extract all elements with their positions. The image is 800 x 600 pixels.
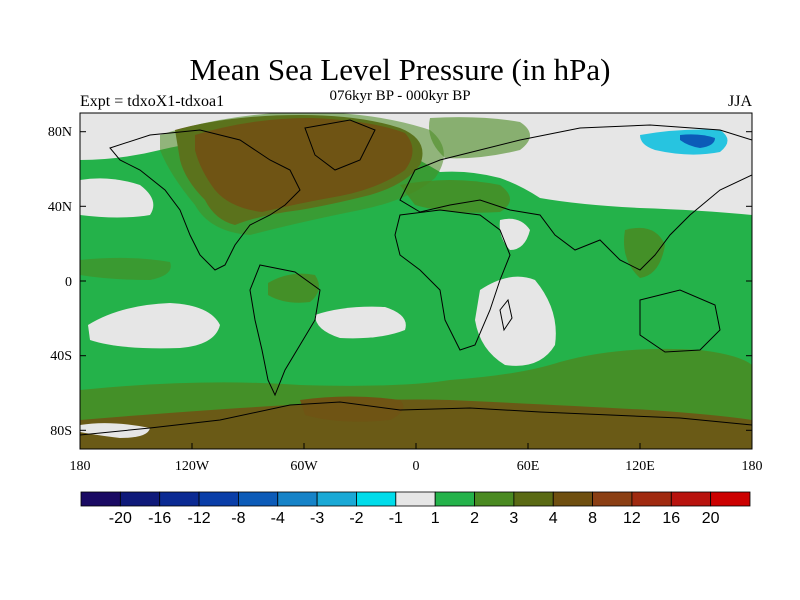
colorbar-swatch bbox=[80, 491, 121, 507]
coastline-antarctica bbox=[80, 401, 752, 436]
pressure-region-north-pacific-grey bbox=[80, 178, 154, 218]
map-title: Mean Sea Level Pressure (in hPa) bbox=[189, 52, 611, 87]
coastline-africa bbox=[394, 209, 511, 351]
colorbar-label: -12 bbox=[187, 510, 210, 527]
colorbar-label: -8 bbox=[231, 510, 245, 527]
latitude-axis: 80N 40N 0 40S 80S bbox=[48, 125, 752, 439]
pressure-region-south-africa-grey bbox=[475, 276, 556, 366]
coastline-eurasia bbox=[399, 124, 752, 271]
pressure-region-north-africa-olive bbox=[400, 180, 510, 213]
colorbar-swatch bbox=[119, 491, 161, 507]
colorbar-label: 8 bbox=[588, 510, 597, 527]
colorbar-label: 3 bbox=[509, 510, 518, 527]
colorbar-swatch bbox=[592, 491, 633, 507]
colorbar-swatch bbox=[238, 491, 279, 507]
colorbar-label: -16 bbox=[148, 510, 171, 527]
colorbar-swatch bbox=[277, 491, 318, 507]
colorbar-swatch bbox=[198, 491, 239, 507]
pressure-region-south-pacific-grey bbox=[88, 303, 220, 349]
colorbar-swatch bbox=[395, 491, 436, 507]
pressure-region-eurasia-olive bbox=[429, 117, 530, 159]
lon-label-0: 0 bbox=[413, 459, 420, 474]
coastline-madagascar bbox=[499, 298, 513, 332]
pressure-region-antarctic-grey bbox=[80, 423, 150, 438]
pressure-region-east-asia-olive bbox=[624, 227, 665, 278]
lat-label-80n: 80N bbox=[48, 125, 72, 140]
colorbar-label: -3 bbox=[310, 510, 324, 527]
coastline-north-america bbox=[109, 129, 301, 271]
pressure-region-tropical-atlantic-olive bbox=[268, 273, 319, 303]
pressure-region-siberia-blue bbox=[680, 134, 715, 148]
colorbar-swatch bbox=[710, 491, 751, 507]
lat-label-0: 0 bbox=[65, 275, 72, 290]
lat-label-40n: 40N bbox=[48, 200, 72, 215]
pressure-region-north-atlantic-brown-core bbox=[195, 118, 413, 212]
pressure-region-arabia-grey bbox=[499, 218, 530, 250]
colorbar: -20 -16 -12 -8 -4 -3 -2 -1 1 2 3 4 8 12 16 20 bbox=[80, 491, 751, 527]
coastline-south-america bbox=[249, 264, 321, 397]
coastline-greenland bbox=[304, 119, 376, 171]
colorbar-label: -4 bbox=[271, 510, 285, 527]
colorbar-swatch bbox=[474, 491, 515, 507]
lon-label-120e: 120E bbox=[625, 459, 655, 474]
lat-label-40s: 40S bbox=[50, 349, 72, 364]
coastline-australia bbox=[639, 289, 721, 353]
pressure-region-south-america-grey bbox=[315, 306, 406, 339]
colorbar-label: 12 bbox=[623, 510, 641, 527]
lon-label-180-right: 180 bbox=[742, 459, 763, 474]
colorbar-label: 20 bbox=[702, 510, 720, 527]
colorbar-swatch bbox=[316, 491, 357, 507]
colorbar-label: -1 bbox=[389, 510, 403, 527]
lat-label-80s: 80S bbox=[50, 424, 72, 439]
colorbar-label: 4 bbox=[549, 510, 558, 527]
lon-label-180-left: 180 bbox=[70, 459, 91, 474]
colorbar-swatch bbox=[631, 491, 672, 507]
colorbar-swatch bbox=[434, 491, 475, 507]
season-label: JJA bbox=[727, 93, 752, 110]
lon-label-120w: 120W bbox=[175, 459, 210, 474]
map-subtitle: 076kyr BP - 000kyr BP bbox=[329, 88, 471, 104]
experiment-label: Expt = tdxoX1-tdxoa1 bbox=[80, 93, 225, 110]
pressure-region-central-pacific-olive bbox=[80, 257, 171, 280]
longitude-axis: 180 120W 60W 0 60E 120E 180 bbox=[70, 443, 763, 474]
map-field bbox=[80, 113, 752, 449]
colorbar-swatch bbox=[356, 491, 397, 507]
lon-label-60e: 60E bbox=[517, 459, 540, 474]
colorbar-swatch bbox=[513, 491, 554, 507]
colorbar-label: -2 bbox=[349, 510, 363, 527]
colorbar-label: 2 bbox=[470, 510, 479, 527]
colorbar-label: 1 bbox=[431, 510, 440, 527]
pressure-region-antarctica-brown bbox=[80, 399, 752, 449]
colorbar-swatch bbox=[552, 491, 593, 507]
colorbar-label: -20 bbox=[109, 510, 132, 527]
colorbar-swatch bbox=[670, 491, 712, 507]
lon-label-60w: 60W bbox=[290, 459, 318, 474]
colorbar-swatch bbox=[159, 491, 200, 507]
coastlines bbox=[80, 119, 752, 436]
colorbar-label: 16 bbox=[662, 510, 680, 527]
